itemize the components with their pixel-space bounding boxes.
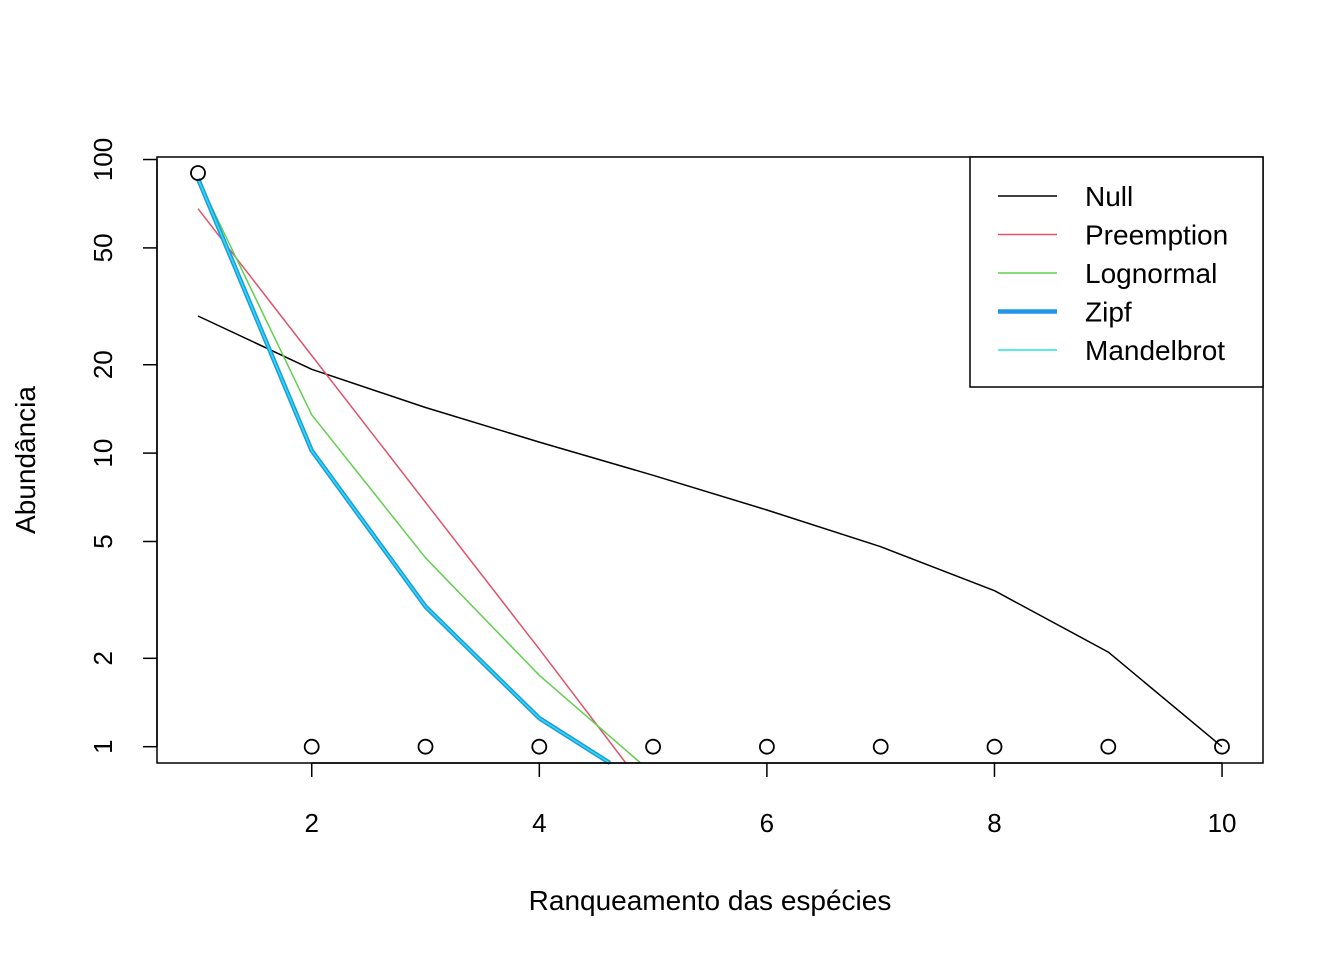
y-tick-label: 20 <box>88 350 118 379</box>
legend-label-preemption: Preemption <box>1085 220 1228 251</box>
series-line-null <box>197 315 1223 748</box>
y-axis: 1 2 5 10 20 50 100 <box>88 138 158 754</box>
observed-point <box>1100 738 1117 755</box>
x-tick-label: 2 <box>305 808 319 838</box>
series-line-zipf <box>195 177 612 765</box>
observed-point <box>986 738 1003 755</box>
series-line-preemption <box>197 208 627 764</box>
series-line-mandelbrot <box>197 178 611 764</box>
x-axis-title: Ranqueamento das espécies <box>529 885 892 916</box>
observed-point <box>190 165 206 181</box>
legend-label-mandelbrot: Mandelbrot <box>1085 335 1225 366</box>
observed-point <box>417 738 434 755</box>
legend-entries: Null Preemption Lognormal Zipf Mandelbrot <box>998 181 1228 366</box>
y-tick-label: 2 <box>88 651 118 665</box>
observed-point <box>303 738 320 755</box>
x-axis: 2 4 6 8 10 <box>305 762 1237 838</box>
x-tick-label: 10 <box>1208 808 1237 838</box>
series-line-lognormal <box>197 178 642 764</box>
y-tick-label: 50 <box>88 233 118 262</box>
x-tick-label: 8 <box>987 808 1001 838</box>
y-tick-label: 100 <box>88 138 118 181</box>
legend-label-null: Null <box>1085 181 1133 212</box>
legend-label-zipf: Zipf <box>1085 297 1132 328</box>
observed-point <box>1214 738 1230 755</box>
observed-point <box>531 738 548 755</box>
observed-point <box>759 738 775 755</box>
x-tick-label: 4 <box>532 808 546 838</box>
y-axis-title: Abundância <box>10 386 41 534</box>
observed-point <box>872 738 889 755</box>
observed-point <box>645 738 661 755</box>
x-tick-label: 6 <box>760 808 774 838</box>
y-tick-label: 10 <box>88 439 118 468</box>
legend-label-lognormal: Lognormal <box>1085 258 1217 289</box>
y-tick-label: 5 <box>88 534 118 548</box>
observed-points <box>190 165 1230 755</box>
legend: Null Preemption Lognormal Zipf Mandelbrot <box>969 156 1264 388</box>
y-tick-label: 1 <box>88 739 118 753</box>
series-lines <box>195 177 1223 765</box>
